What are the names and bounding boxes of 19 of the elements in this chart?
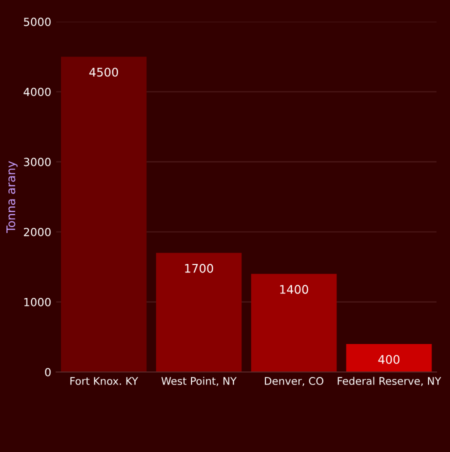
x-tick-label: Fort Knox. KY bbox=[70, 377, 138, 385]
data-label: 4500 bbox=[89, 68, 118, 77]
bar bbox=[61, 56, 147, 372]
y-tick-label: 3000 bbox=[24, 158, 51, 166]
data-label: 1700 bbox=[185, 264, 214, 273]
y-tick-label: 0 bbox=[45, 368, 51, 376]
y-axis-title: Tonna arany bbox=[6, 161, 18, 233]
data-label: 1400 bbox=[280, 284, 308, 294]
bar bbox=[251, 274, 337, 372]
y-tick-label: 1000 bbox=[24, 298, 51, 306]
x-tick-label: Denver, CO bbox=[264, 377, 324, 386]
y-tick-label: 5000 bbox=[24, 18, 51, 26]
y-tick-label: 2000 bbox=[24, 228, 51, 236]
bar bbox=[346, 344, 432, 372]
bar bbox=[156, 252, 242, 372]
data-label: 400 bbox=[378, 354, 400, 364]
x-tick-label: West Point, NY bbox=[161, 376, 237, 386]
x-tick-label: Federal Reserve, NY bbox=[338, 376, 442, 386]
y-tick-label: 4000 bbox=[24, 88, 51, 96]
